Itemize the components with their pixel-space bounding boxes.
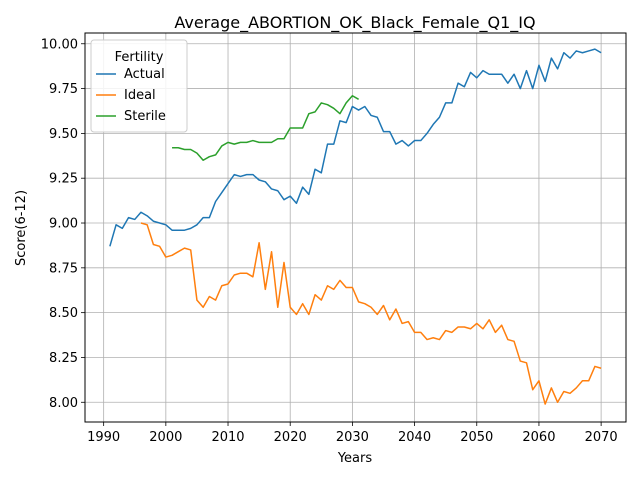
y-tick-label: 8.75 (49, 261, 78, 276)
y-tick-label: 8.50 (49, 306, 78, 321)
legend-label-ideal: Ideal (124, 88, 156, 103)
series-line-actual (109, 48, 602, 247)
x-tick-label: 1990 (87, 430, 120, 445)
legend-label-sterile: Sterile (124, 109, 166, 124)
x-axis-label: Years (337, 451, 373, 466)
x-axis: 1990 2000 2010 2020 2030 2040 2050 2060 2070 (87, 422, 618, 445)
grid (85, 33, 626, 422)
plot-frame (84, 32, 627, 423)
y-tick-label: 10.00 (41, 37, 78, 52)
y-tick-label: 8.25 (49, 351, 78, 366)
x-tick-label: 2010 (211, 430, 244, 445)
y-axis: 8.00 8.25 8.50 8.75 9.00 9.25 9.50 9.75 10.00 (41, 37, 85, 411)
series-line-sterile (172, 94, 359, 162)
x-tick-label: 2060 (522, 430, 555, 445)
legend: Fertility Actual Ideal Sterile (90, 39, 188, 133)
chart-title: Average_ABORTION_OK_Black_Female_Q1_IQ (174, 13, 535, 33)
y-tick-label: 9.00 (49, 217, 78, 232)
y-axis-label: Score(6-12) (14, 190, 29, 266)
y-tick-label: 8.00 (49, 396, 78, 411)
legend-title: Fertility (115, 50, 164, 65)
series-line-ideal (140, 222, 602, 405)
legend-label-actual: Actual (124, 67, 165, 82)
y-tick-label: 9.50 (49, 127, 78, 142)
legend-box (90, 39, 188, 133)
x-tick-label: 2040 (398, 430, 431, 445)
x-tick-label: 2050 (460, 430, 493, 445)
x-tick-label: 2020 (274, 430, 307, 445)
series-lines (109, 48, 602, 405)
x-tick-label: 2000 (149, 430, 182, 445)
y-tick-label: 9.25 (49, 172, 78, 187)
x-tick-label: 2070 (585, 430, 618, 445)
x-tick-label: 2030 (336, 430, 369, 445)
y-tick-label: 9.75 (49, 82, 78, 97)
